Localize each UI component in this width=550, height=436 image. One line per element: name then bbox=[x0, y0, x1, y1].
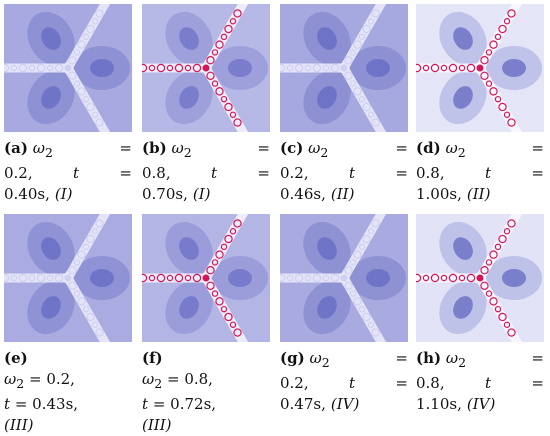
caption-label: (d) bbox=[416, 139, 441, 157]
omega-value: 0.8, bbox=[416, 164, 445, 182]
t-symbol: t bbox=[142, 395, 149, 413]
panel-c: (c) ω2 = 0.2, t = 0.46s, (II) bbox=[280, 4, 408, 205]
omega-symbol: ω bbox=[445, 139, 458, 157]
caption: (a) ω2 = 0.2, t = 0.40s, (I) bbox=[4, 138, 132, 205]
equals: = bbox=[152, 395, 166, 413]
equals: = bbox=[14, 395, 28, 413]
subscript: 2 bbox=[458, 355, 467, 370]
omega-symbol: ω bbox=[171, 139, 184, 157]
time-value: 1.00s, bbox=[416, 185, 462, 203]
caption: (h) ω2 = 0.8, t = 1.10s, (IV) bbox=[416, 348, 544, 415]
caption: (g) ω2 = 0.2, t = 0.47s, (IV) bbox=[280, 348, 408, 415]
subscript: 2 bbox=[16, 376, 25, 391]
time-value: 0.47s, bbox=[280, 395, 326, 413]
fractal-image bbox=[416, 4, 544, 132]
caption-label: (b) bbox=[142, 139, 167, 157]
omega-symbol: ω bbox=[445, 349, 459, 367]
panel-h: (h) ω2 = 0.8, t = 1.10s, (IV) bbox=[416, 214, 544, 415]
caption-label: (h) bbox=[416, 349, 442, 367]
case-label: (III) bbox=[142, 416, 172, 434]
t-symbol: t bbox=[4, 395, 11, 413]
equals: = bbox=[531, 139, 544, 157]
omega-symbol: ω bbox=[309, 349, 322, 367]
panel-g: (g) ω2 = 0.2, t = 0.47s, (IV) bbox=[280, 214, 408, 415]
t-symbol: t bbox=[485, 164, 492, 182]
omega-value: 0.2, bbox=[46, 370, 75, 388]
subscript: 2 bbox=[321, 355, 330, 370]
time-value: 0.72s, bbox=[170, 395, 217, 413]
equals: = bbox=[28, 370, 42, 388]
equals: = bbox=[395, 374, 408, 392]
fractal-image bbox=[416, 214, 544, 342]
fractal-image bbox=[4, 214, 132, 342]
caption: (d) ω2 = 0.8, t = 1.00s, (II) bbox=[416, 138, 544, 205]
panel-f: (f) ω2 = 0.8, t = 0.72s, (III) bbox=[142, 214, 270, 436]
panel-d: (d) ω2 = 0.8, t = 1.00s, (II) bbox=[416, 4, 544, 205]
caption-label: (c) bbox=[280, 139, 304, 157]
fractal-image bbox=[280, 4, 408, 132]
omega-symbol: ω bbox=[4, 370, 17, 388]
subscript: 2 bbox=[154, 376, 163, 391]
t-symbol: t bbox=[73, 164, 80, 182]
subscript: 2 bbox=[457, 145, 466, 160]
t-symbol: t bbox=[349, 164, 356, 182]
time-value: 0.43s, bbox=[32, 395, 79, 413]
equals: = bbox=[257, 139, 270, 157]
case-label: (III) bbox=[4, 416, 34, 434]
time-value: 1.10s, bbox=[416, 395, 462, 413]
caption-label: (f) bbox=[142, 349, 163, 367]
time-value: 0.46s, bbox=[280, 185, 326, 203]
time-value: 0.40s, bbox=[4, 185, 50, 203]
equals: = bbox=[119, 139, 132, 157]
omega-value: 0.2, bbox=[280, 164, 309, 182]
fractal-image bbox=[280, 214, 408, 342]
t-symbol: t bbox=[485, 374, 492, 392]
subscript: 2 bbox=[183, 145, 192, 160]
time-value: 0.70s, bbox=[142, 185, 188, 203]
caption-label: (a) bbox=[4, 139, 28, 157]
fractal-image bbox=[142, 214, 270, 342]
t-symbol: t bbox=[211, 164, 218, 182]
panel-e: (e) ω2 = 0.2, t = 0.43s, (III) bbox=[4, 214, 132, 436]
equals: = bbox=[395, 164, 408, 182]
case-label: (II) bbox=[330, 185, 355, 203]
equals: = bbox=[257, 164, 270, 182]
caption-label: (e) bbox=[4, 349, 28, 367]
case-label: (II) bbox=[466, 185, 491, 203]
omega-value: 0.8, bbox=[184, 370, 213, 388]
caption: (b) ω2 = 0.8, t = 0.70s, (I) bbox=[142, 138, 270, 205]
caption: (c) ω2 = 0.2, t = 0.46s, (II) bbox=[280, 138, 408, 205]
equals: = bbox=[531, 349, 544, 367]
caption: (e) ω2 = 0.2, t = 0.43s, (III) bbox=[4, 348, 132, 436]
equals: = bbox=[395, 139, 408, 157]
case-label: (IV) bbox=[330, 395, 360, 413]
equals: = bbox=[119, 164, 132, 182]
subscript: 2 bbox=[320, 145, 329, 160]
omega-symbol: ω bbox=[32, 139, 45, 157]
equals: = bbox=[166, 370, 180, 388]
caption-label: (g) bbox=[280, 349, 305, 367]
equals: = bbox=[395, 349, 408, 367]
omega-value: 0.2, bbox=[4, 164, 33, 182]
omega-value: 0.8, bbox=[416, 374, 445, 392]
omega-symbol: ω bbox=[142, 370, 155, 388]
t-symbol: t bbox=[349, 374, 356, 392]
omega-value: 0.2, bbox=[280, 374, 309, 392]
case-label: (I) bbox=[54, 185, 73, 203]
omega-value: 0.8, bbox=[142, 164, 171, 182]
caption: (f) ω2 = 0.8, t = 0.72s, (III) bbox=[142, 348, 270, 436]
subscript: 2 bbox=[44, 145, 53, 160]
fractal-image bbox=[142, 4, 270, 132]
case-label: (IV) bbox=[466, 395, 496, 413]
panel-b: (b) ω2 = 0.8, t = 0.70s, (I) bbox=[142, 4, 270, 205]
omega-symbol: ω bbox=[308, 139, 321, 157]
equals: = bbox=[531, 164, 544, 182]
case-label: (I) bbox=[192, 185, 211, 203]
panel-a: (a) ω2 = 0.2, t = 0.40s, (I) bbox=[4, 4, 132, 205]
equals: = bbox=[531, 374, 544, 392]
fractal-image bbox=[4, 4, 132, 132]
